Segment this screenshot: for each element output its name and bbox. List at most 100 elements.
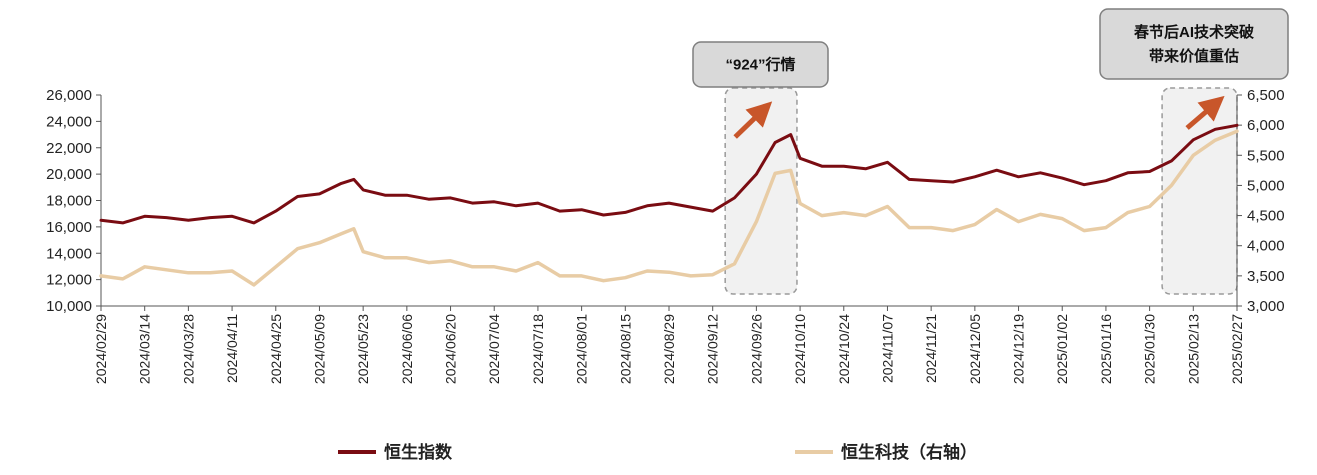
annotation-box-2 (1099, 8, 1289, 80)
data-point-hsi-36 (843, 165, 845, 167)
data-point-hsi-4 (187, 219, 190, 222)
data-point-hsi-3 (165, 216, 168, 219)
data-point-hstech-18 (471, 266, 474, 268)
data-point-hstech-7 (253, 284, 255, 286)
data-point-hsi-29 (711, 210, 714, 212)
x-tick-label-14: 2024/09/12 (705, 314, 721, 384)
data-point-hsi-6 (231, 215, 233, 218)
data-point-hstech-2 (143, 266, 146, 268)
data-point-hsi-28 (690, 206, 692, 208)
data-point-hstech-23 (580, 275, 583, 277)
x-tick-label-20: 2024/12/05 (967, 314, 983, 384)
left-tick-label-3: 16,000 (46, 219, 92, 236)
x-tick-label-4: 2024/04/25 (268, 314, 284, 384)
data-point-hsi-38 (886, 161, 889, 164)
data-point-hsi-18 (471, 202, 474, 204)
data-point-hstech-45 (1039, 213, 1042, 216)
data-point-hstech-48 (1105, 226, 1107, 229)
data-point-hsi-25 (624, 211, 627, 214)
x-tick-label-3: 2024/04/11 (224, 314, 240, 383)
data-point-hsi-0 (100, 219, 102, 222)
data-point-hsi-45 (1039, 172, 1042, 174)
data-point-hstech-31 (755, 220, 758, 223)
data-point-hsi-34 (799, 157, 801, 160)
annotation-text-2-1: 春节后AI技术突破 (1134, 23, 1254, 41)
data-point-hstech-14 (384, 257, 386, 259)
x-tick-label-1: 2024/03/14 (137, 314, 153, 384)
data-point-hsi-24 (602, 214, 605, 216)
data-point-hstech-35 (821, 214, 823, 217)
data-point-hstech-36 (843, 211, 845, 214)
data-point-hstech-10 (318, 241, 321, 244)
x-tick-label-2: 2024/03/28 (180, 314, 196, 384)
data-point-hstech-4 (187, 272, 190, 274)
data-point-hstech-19 (493, 266, 496, 268)
x-tick-label-23: 2025/01/16 (1098, 314, 1114, 384)
data-point-hsi-43 (995, 169, 998, 171)
data-point-hsi-10 (318, 193, 321, 195)
x-tick-label-24: 2025/01/30 (1142, 314, 1158, 384)
data-point-hsi-35 (821, 165, 823, 167)
data-point-hsi-40 (930, 179, 932, 182)
x-tick-label-12: 2024/08/15 (617, 314, 633, 384)
data-point-hstech-27 (668, 271, 670, 274)
data-point-hstech-1 (122, 278, 124, 280)
data-point-hstech-47 (1083, 229, 1085, 232)
data-point-hstech-54 (1236, 130, 1238, 132)
data-point-hstech-49 (1127, 211, 1129, 214)
data-point-hsi-22 (559, 210, 561, 212)
data-point-hstech-5 (209, 272, 211, 274)
data-point-hsi-7 (253, 222, 255, 224)
x-tick-label-16: 2024/10/10 (792, 314, 808, 384)
data-point-hsi-48 (1105, 179, 1107, 182)
x-tick-label-0: 2024/02/29 (93, 314, 109, 384)
data-point-hstech-41 (952, 229, 954, 232)
data-point-hsi-41 (952, 181, 954, 183)
data-point-hstech-15 (406, 257, 408, 259)
data-point-hstech-50 (1148, 205, 1151, 208)
left-tick-label-4: 18,000 (46, 193, 92, 210)
data-point-hsi-42 (974, 176, 976, 178)
right-tick-label-0: 3,000 (1247, 298, 1285, 315)
data-point-hsi-9 (296, 195, 299, 198)
legend-label-1: 恒生指数 (384, 442, 453, 462)
x-tick-label-22: 2025/01/02 (1054, 314, 1070, 384)
right-tick-label-6: 6,000 (1247, 117, 1285, 134)
data-point-hsi-16 (427, 198, 430, 200)
x-tick-label-21: 2024/12/19 (1011, 314, 1027, 384)
right-tick-label-4: 5,000 (1247, 177, 1285, 194)
left-tick-label-0: 10,000 (46, 298, 92, 315)
data-point-hstech-26 (646, 270, 648, 272)
data-point-hsi-2 (143, 215, 146, 218)
trend-arrow-2 (1185, 95, 1225, 130)
data-point-hstech-12 (353, 228, 355, 230)
data-point-hsi-49 (1127, 172, 1129, 174)
annotation-text-1-1: “924”行情 (725, 56, 795, 74)
data-point-hsi-46 (1061, 177, 1063, 179)
data-point-hsi-19 (493, 201, 496, 203)
data-point-hsi-47 (1083, 183, 1085, 186)
data-point-hsi-53 (1214, 128, 1216, 131)
data-point-hstech-0 (100, 275, 102, 277)
data-point-hstech-51 (1170, 184, 1173, 187)
data-point-hsi-39 (908, 178, 911, 181)
annotation-text-2-2: 带来价值重估 (1149, 47, 1239, 65)
data-point-hstech-3 (165, 269, 168, 271)
left-tick-label-8: 26,000 (46, 87, 92, 104)
data-point-hstech-40 (930, 226, 932, 229)
left-tick-label-2: 14,000 (46, 245, 92, 262)
data-point-hstech-52 (1192, 154, 1195, 157)
x-tick-label-18: 2024/11/07 (879, 314, 895, 383)
data-point-hsi-33 (789, 133, 792, 136)
left-tick-label-5: 20,000 (46, 166, 92, 183)
x-tick-label-9: 2024/07/04 (486, 314, 502, 384)
right-tick-label-3: 4,500 (1247, 208, 1285, 225)
x-tick-label-6: 2024/05/23 (355, 314, 371, 384)
data-point-hsi-32 (774, 141, 776, 144)
data-point-hsi-11 (340, 182, 343, 185)
data-point-hstech-22 (559, 275, 561, 277)
data-point-hstech-16 (427, 261, 430, 264)
data-point-hstech-21 (537, 261, 539, 264)
x-tick-label-19: 2024/11/21 (923, 314, 939, 383)
